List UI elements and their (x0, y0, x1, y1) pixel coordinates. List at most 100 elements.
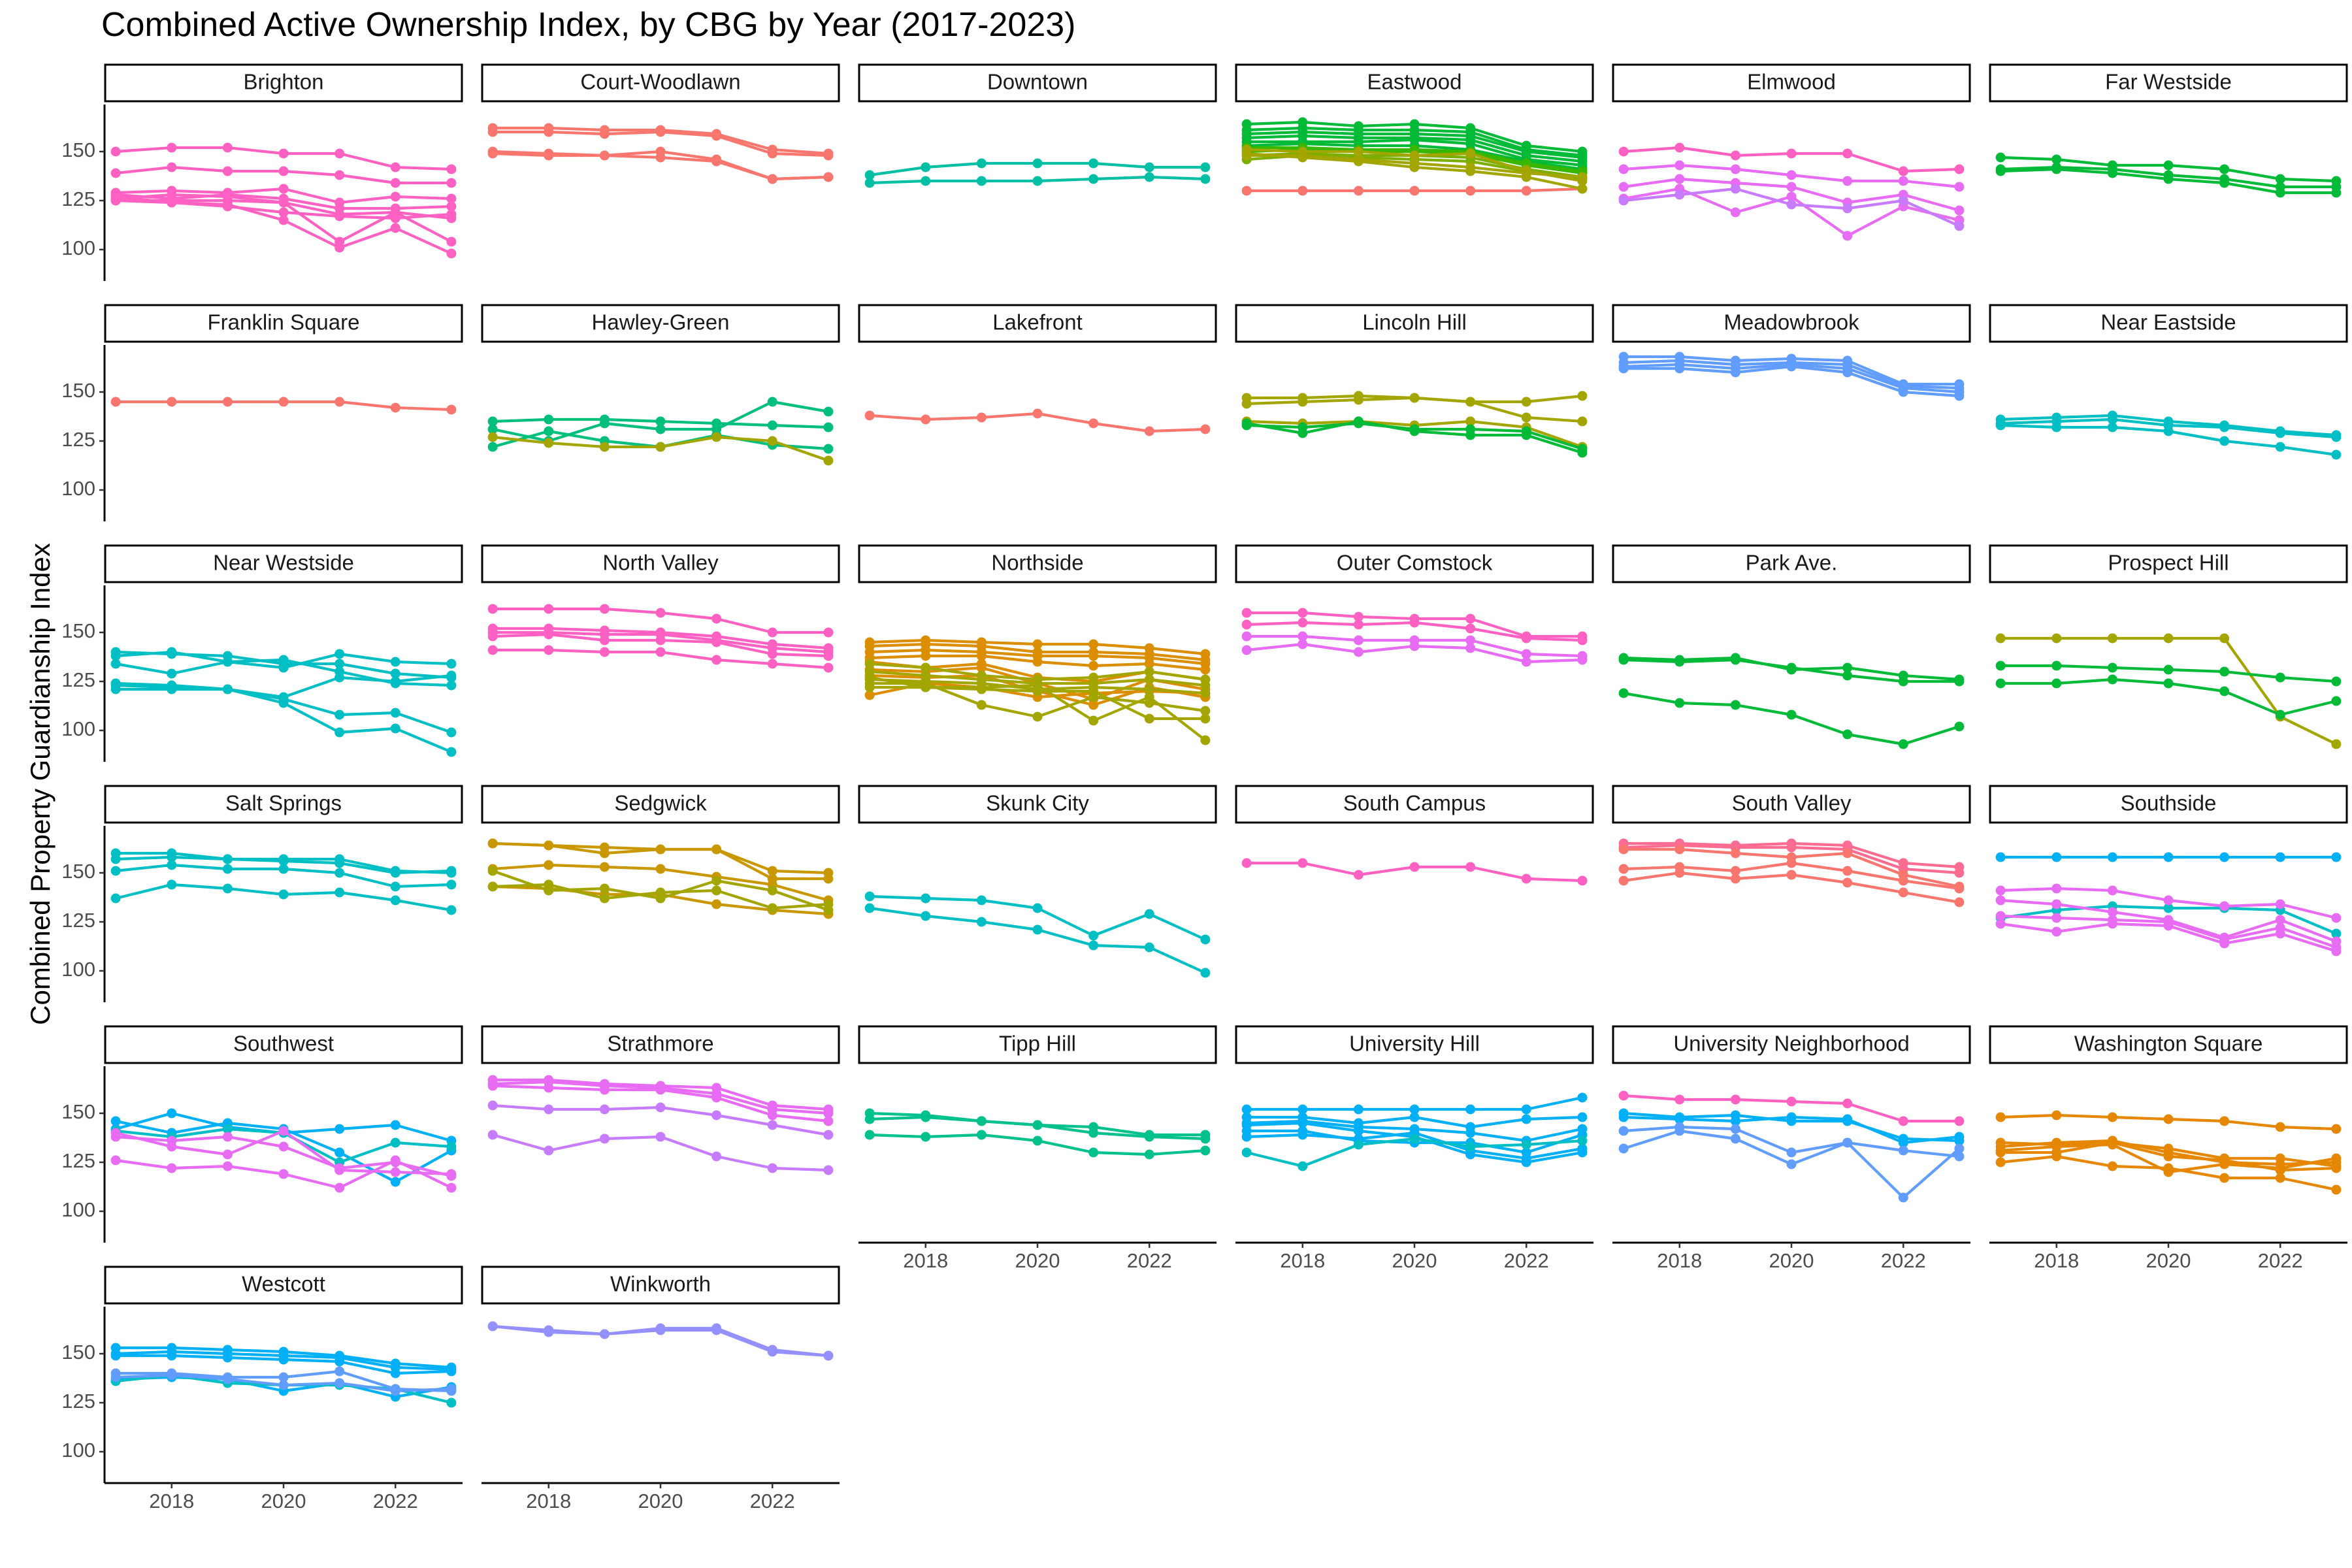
data-point (711, 613, 722, 624)
data-point (767, 659, 777, 669)
data-point (1200, 688, 1211, 698)
data-point (976, 412, 987, 423)
facet-strip (104, 304, 463, 343)
data-point (390, 402, 400, 413)
x-tick-label: 2018 (149, 1490, 194, 1512)
data-point (446, 727, 457, 738)
data-point (823, 172, 834, 182)
data-point (390, 191, 400, 202)
data-point (921, 893, 931, 904)
data-point (1618, 844, 1629, 855)
facet-strip-label: Sedgwick (614, 791, 707, 815)
data-point (1298, 608, 1308, 618)
data-point (2331, 852, 2342, 862)
series-line (2001, 636, 2337, 745)
data-point (655, 647, 666, 657)
data-point (1521, 426, 1531, 436)
data-point (599, 1134, 610, 1144)
facet-strip-label: North Valley (602, 551, 719, 575)
data-point (1465, 424, 1476, 434)
data-point (1144, 692, 1154, 702)
data-point (864, 672, 875, 683)
data-point (1842, 729, 1853, 740)
x-tick-label: 2018 (903, 1249, 948, 1272)
data-point (222, 166, 233, 176)
data-point (767, 1120, 777, 1130)
data-point (1730, 207, 1740, 218)
data-point (446, 670, 457, 681)
data-point (110, 651, 121, 661)
y-tick-label: 100 (61, 1198, 95, 1221)
data-point (655, 844, 666, 855)
data-point (335, 727, 345, 738)
data-point (1730, 848, 1740, 858)
data-point (390, 1120, 400, 1130)
y-tick-label: 125 (61, 188, 95, 210)
data-point (711, 1151, 722, 1162)
data-point (222, 864, 233, 874)
data-point (2163, 426, 2174, 436)
data-point (1241, 399, 1252, 409)
data-point (2107, 422, 2117, 433)
facet-strip-label: University Neighborhood (1673, 1032, 1909, 1056)
data-point (1353, 1139, 1364, 1150)
data-point (1465, 1141, 1476, 1152)
y-tick-label: 150 (61, 1341, 95, 1364)
data-point (335, 868, 345, 878)
facet-panel: South Valley (1612, 785, 1971, 907)
data-point (390, 868, 400, 878)
facet-strip-label: Franklin Square (208, 310, 360, 335)
data-point (335, 170, 345, 180)
data-point (487, 432, 498, 442)
data-point (1521, 172, 1531, 182)
data-point (2051, 1110, 2062, 1120)
data-point (1898, 166, 1908, 176)
data-point (767, 866, 777, 876)
data-point (2051, 899, 2062, 909)
data-point (1521, 1157, 1531, 1168)
data-point (1409, 424, 1420, 434)
data-point (1577, 172, 1588, 182)
data-point (1842, 877, 1853, 888)
data-point (2219, 1155, 2230, 1166)
data-point (335, 1183, 345, 1193)
data-point (976, 895, 987, 906)
data-point (2051, 913, 2062, 923)
data-point (655, 442, 666, 452)
data-point (1298, 1104, 1308, 1115)
data-point (921, 162, 931, 172)
data-point (864, 891, 875, 902)
data-point (222, 195, 233, 206)
y-tick-label: 125 (61, 668, 95, 691)
data-point (2275, 428, 2285, 438)
data-point (1032, 1120, 1043, 1130)
data-point (1786, 662, 1797, 673)
data-point (2331, 1184, 2342, 1195)
data-point (1674, 868, 1685, 878)
facet-strip-label: Meadowbrook (1723, 310, 1859, 335)
data-point (110, 1128, 121, 1138)
data-point (167, 647, 177, 657)
data-point (1032, 924, 1043, 935)
data-point (1465, 1128, 1476, 1138)
facet-strip (481, 1266, 840, 1305)
facet-strip-label: Skunk City (986, 791, 1089, 815)
facet-panel: Brighton 100 125 150 (61, 63, 463, 281)
data-point (823, 1130, 834, 1140)
data-point (599, 883, 610, 894)
data-point (2219, 422, 2230, 433)
data-point (2051, 678, 2062, 689)
data-point (711, 899, 722, 909)
data-point (2107, 414, 2117, 425)
data-point (1577, 1147, 1588, 1158)
facet-panel: Sedgwick (481, 785, 840, 919)
data-point (1298, 1118, 1308, 1128)
data-point (655, 635, 666, 645)
facet-strip-label: Westcott (242, 1272, 325, 1296)
data-point (2219, 852, 2230, 862)
data-point (487, 838, 498, 849)
data-point (390, 1167, 400, 1177)
data-point (823, 651, 834, 661)
data-point (1298, 858, 1308, 868)
data-point (823, 455, 834, 466)
